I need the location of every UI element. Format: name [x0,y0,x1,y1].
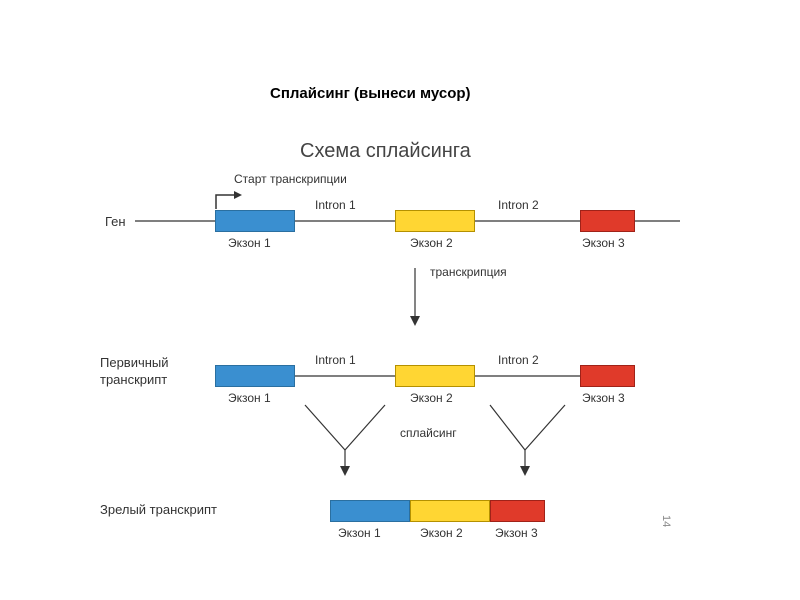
mature-exon2-label: Экзон 2 [420,526,463,540]
primary-exon1 [215,365,295,387]
gene-exon1-label: Экзон 1 [228,236,271,250]
primary-exon3 [580,365,635,387]
page-number: 14 [660,515,672,527]
gene-exon1 [215,210,295,232]
diagram-canvas: Сплайсинг (вынеси мусор) Схема сплайсинг… [0,0,800,600]
mature-exon3-label: Экзон 3 [495,526,538,540]
primary-exon1-label: Экзон 1 [228,391,271,405]
mature-exon1 [330,500,410,522]
mature-exon2 [410,500,490,522]
row-label-primary-text: Первичный транскрипт [100,355,169,387]
primary-exon2 [395,365,475,387]
gene-exon3-label: Экзон 3 [582,236,625,250]
gene-intron2-label: Intron 2 [498,198,539,212]
gene-intron1-label: Intron 1 [315,198,356,212]
primary-intron1-label: Intron 1 [315,353,356,367]
primary-exon3-label: Экзон 3 [582,391,625,405]
mature-exon1-label: Экзон 1 [338,526,381,540]
gene-exon2 [395,210,475,232]
gene-exon2-label: Экзон 2 [410,236,453,250]
splicing-label: сплайсинг [400,426,457,440]
gene-exon3 [580,210,635,232]
primary-exon2-label: Экзон 2 [410,391,453,405]
transcription-label: транскрипция [430,265,507,279]
mature-exon3 [490,500,545,522]
primary-intron2-label: Intron 2 [498,353,539,367]
row-label-mature: Зрелый транскрипт [100,502,217,517]
row-label-primary: Первичный транскрипт [100,355,210,389]
